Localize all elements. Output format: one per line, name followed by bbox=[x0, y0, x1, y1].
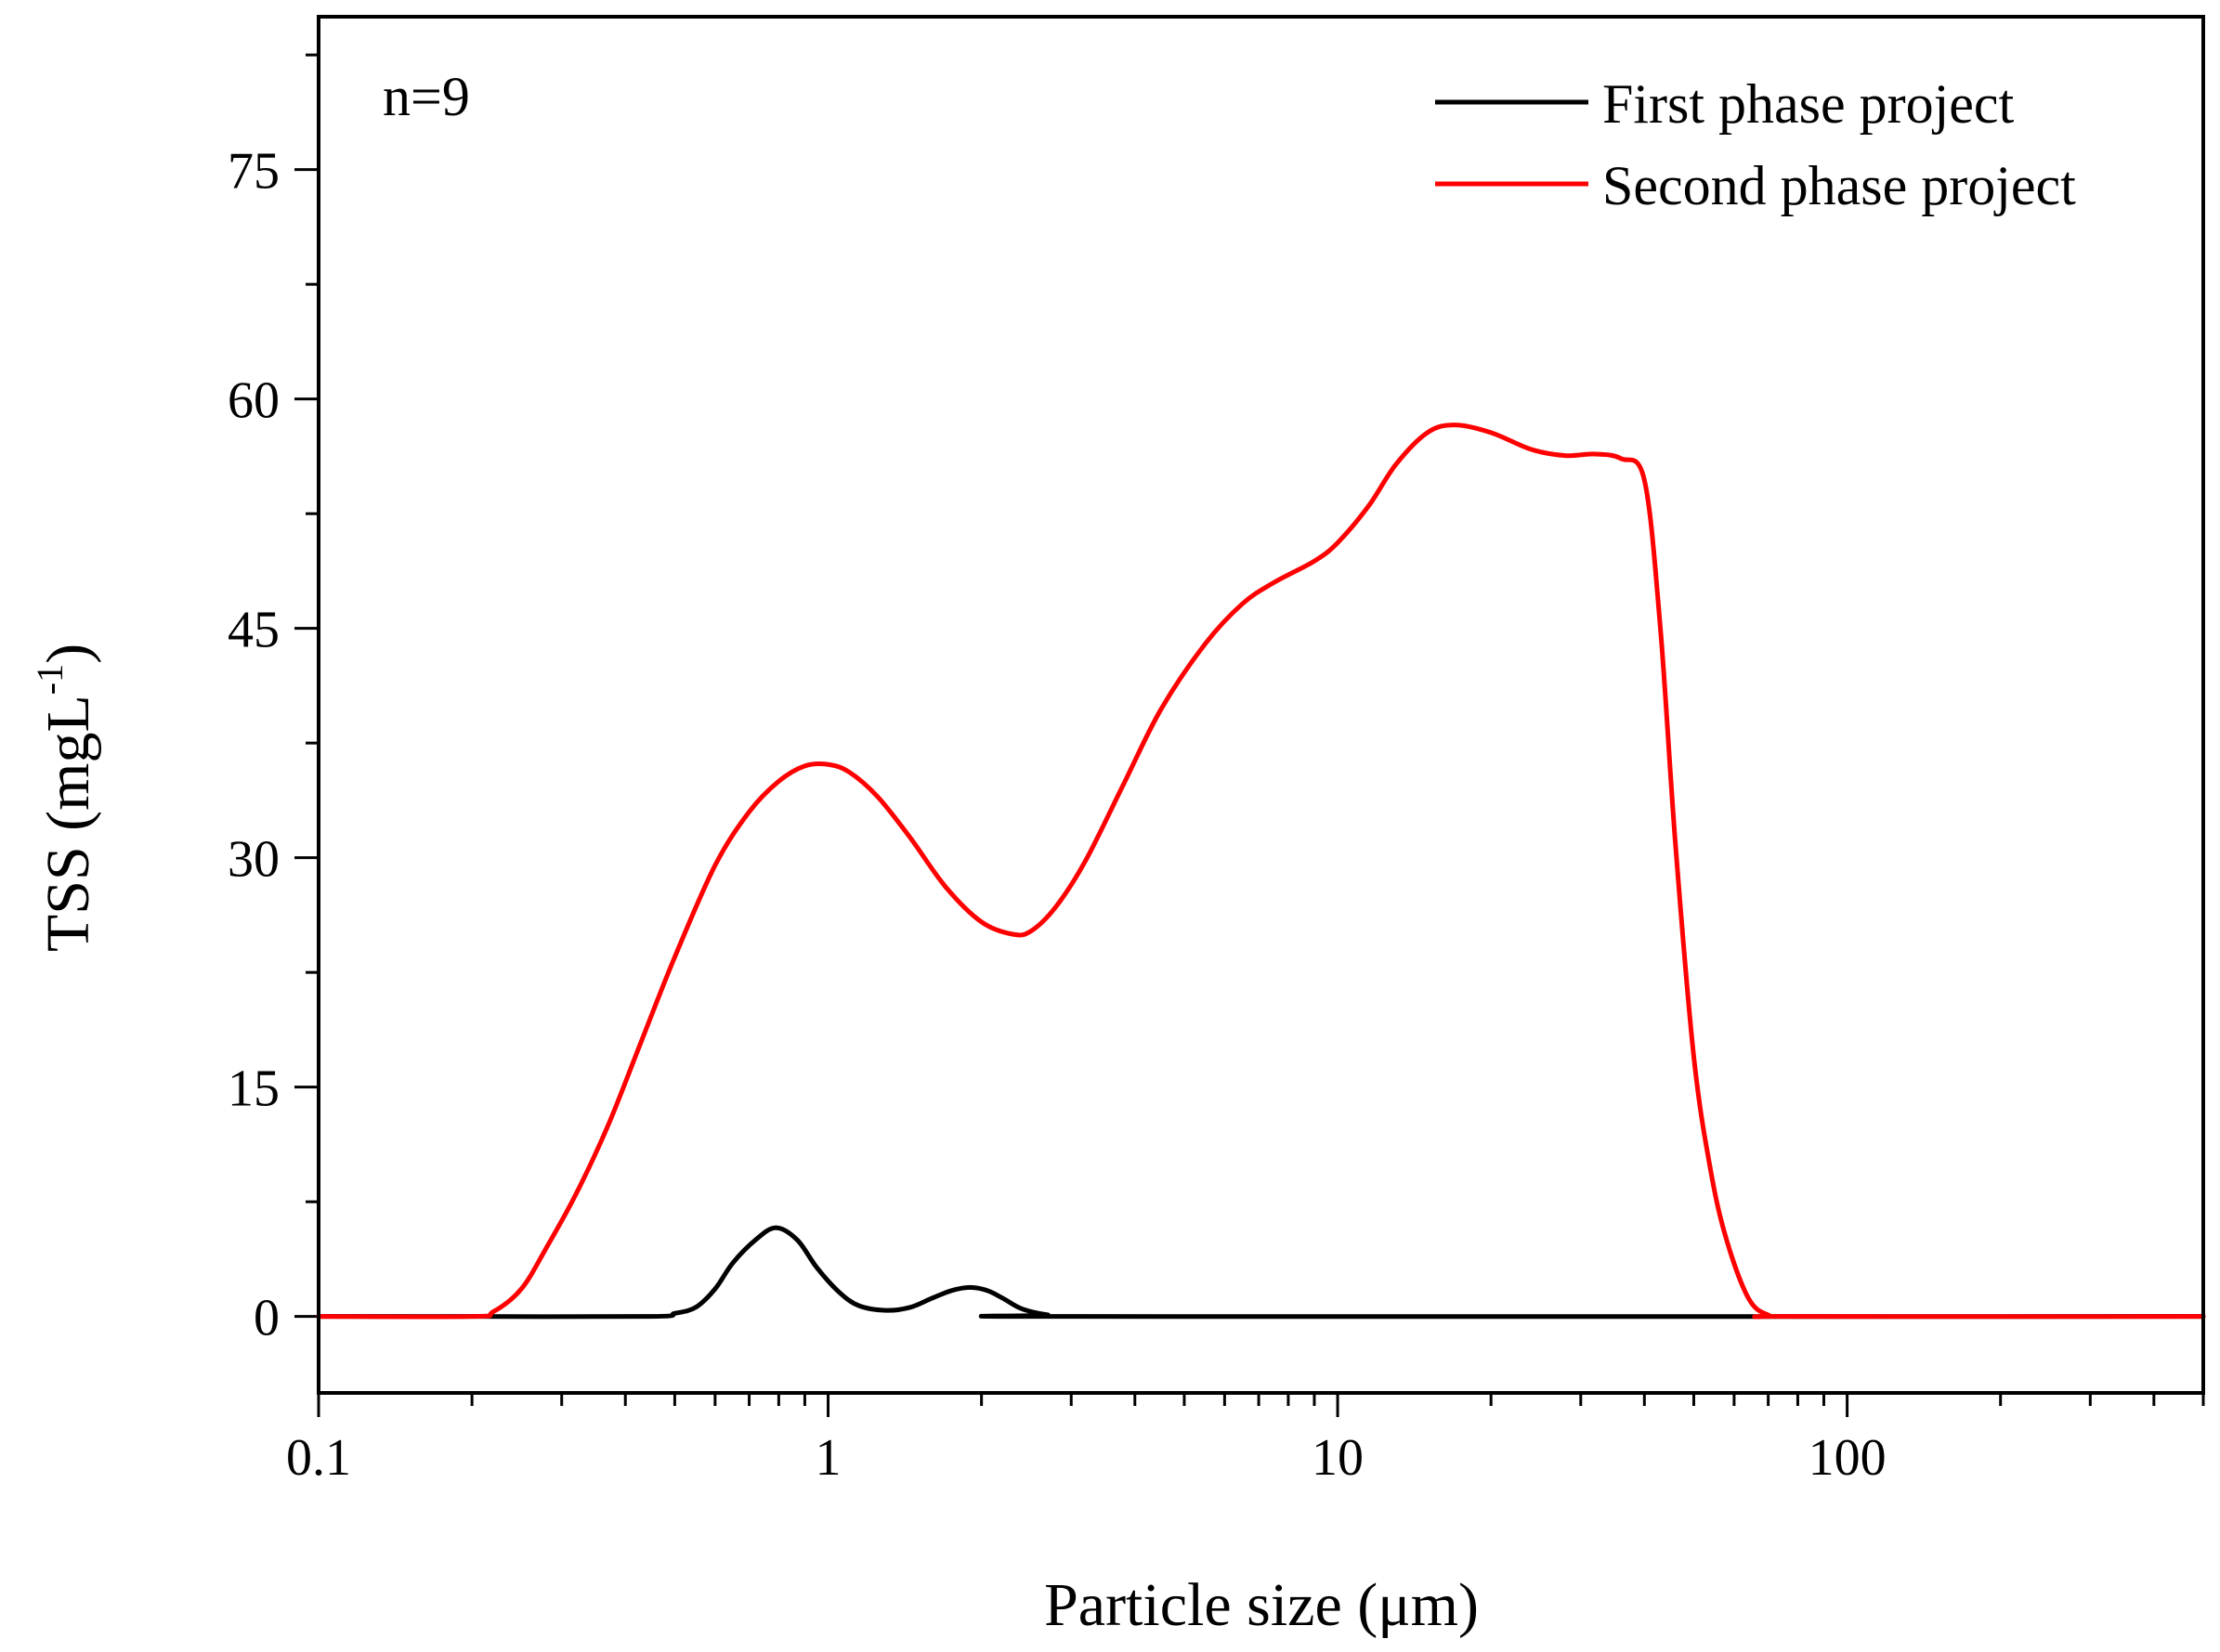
y-tick-label: 45 bbox=[228, 602, 280, 659]
x-axis-title: Particle size (μm) bbox=[1044, 1571, 1479, 1639]
series-line-first-phase bbox=[316, 1225, 2206, 1320]
y-tick-label: 60 bbox=[228, 372, 280, 430]
y-axis-title-main: TSS (mgL bbox=[34, 695, 102, 952]
x-tick-label: 100 bbox=[1809, 1429, 1887, 1487]
x-tick-label: 10 bbox=[1312, 1429, 1364, 1487]
y-axis-title-close: ) bbox=[34, 644, 102, 664]
x-tick-label: 0.1 bbox=[286, 1429, 351, 1487]
x-tick-label: 1 bbox=[816, 1429, 842, 1487]
plot-frame bbox=[317, 15, 2205, 1395]
legend: First phase project Second phase project bbox=[1435, 73, 2076, 216]
y-tick-label: 0 bbox=[254, 1290, 280, 1347]
series-line-second-phase bbox=[316, 423, 2206, 1320]
y-axis-title-superscript: -1 bbox=[29, 664, 71, 695]
tick-labels: 0.1 1 10 100 0 15 30 45 60 75 bbox=[228, 143, 1887, 1487]
y-tick-label: 15 bbox=[228, 1060, 280, 1118]
y-tick-label: 30 bbox=[228, 831, 280, 889]
sample-count-annotation: n=9 bbox=[383, 66, 470, 127]
y-axis-title: TSS (mgL-1) bbox=[29, 644, 102, 952]
legend-label-first-phase: First phase project bbox=[1602, 73, 2015, 135]
y-axis-title-group: TSS (mgL-1) bbox=[29, 644, 102, 952]
series-lines bbox=[316, 423, 2206, 1320]
y-tick-label: 75 bbox=[228, 143, 280, 201]
legend-label-second-phase: Second phase project bbox=[1602, 155, 2076, 216]
axis-ticks bbox=[294, 53, 2205, 1417]
